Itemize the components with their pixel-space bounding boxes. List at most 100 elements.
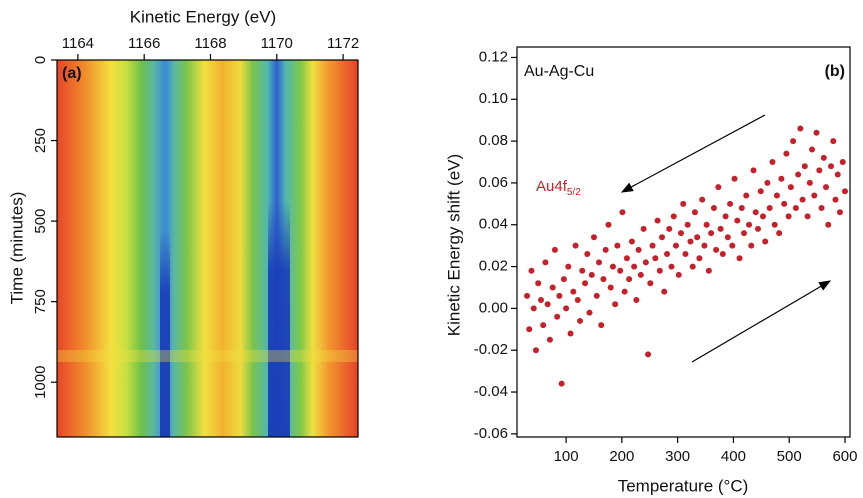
point [605,221,612,228]
point [773,192,780,199]
point [830,138,837,145]
y-tick-label: 0.00 [479,299,508,316]
series-label-sub: 5/2 [567,187,581,198]
point [696,255,703,262]
point [664,251,671,258]
point [633,297,640,304]
x-tick-label: 1172 [327,35,359,52]
point [795,171,802,178]
panel-label: (a) [62,65,82,82]
x-tick-label: 400 [721,448,746,465]
point [691,209,698,216]
point [734,217,741,224]
point [556,292,563,299]
point [565,263,572,270]
point [675,271,682,278]
point [762,238,769,245]
point [743,192,750,199]
point [792,205,799,212]
y-tick-label: 250 [32,128,49,153]
point [703,221,710,228]
point [778,175,785,182]
point [637,271,644,278]
point [781,200,788,207]
point [828,163,835,170]
point [588,271,595,278]
x-tick-label: 1170 [261,35,293,52]
point [682,251,689,258]
point [710,205,717,212]
point [684,221,691,228]
point [626,276,633,283]
point [717,225,724,232]
point [736,255,743,262]
point [804,213,811,220]
point [713,246,720,253]
point [670,213,677,220]
point [542,259,549,266]
point [554,313,561,320]
y-axis-title: Kinetic Energy shift (eV) [444,154,463,336]
x-tick-label: 1164 [62,35,94,52]
point [631,263,638,270]
y-tick-label: -0.04 [474,383,508,400]
point [672,242,679,249]
point [619,209,626,216]
point [582,280,589,287]
point [834,171,841,178]
y-tick-label: 500 [32,209,49,234]
point [551,246,558,253]
point [563,305,570,312]
y-tick-label: -0.06 [474,425,508,442]
point [738,205,745,212]
point [748,242,755,249]
point [825,221,832,228]
point [612,301,619,308]
panel-label: (b) [825,63,845,80]
point [687,238,694,245]
y-tick-label: 0.02 [479,258,508,275]
point [787,184,794,191]
heatmap-frame [56,59,359,438]
point [659,234,666,241]
y-tick-label: 0.10 [479,90,508,107]
point [811,192,818,199]
point [677,230,684,237]
x-axis-title: Kinetic Energy (eV) [130,7,276,26]
y-tick-label: 0 [32,56,49,64]
point [528,267,535,274]
y-tick-label: -0.02 [474,341,508,358]
point [680,200,687,207]
x-tick-label: 300 [665,448,690,465]
point [771,221,778,228]
point [694,234,701,241]
point [607,284,614,291]
point [532,347,539,354]
point [699,196,706,203]
point [832,196,839,203]
point [593,292,600,299]
point [785,213,792,220]
point [689,263,696,270]
point [701,242,708,249]
point [754,225,761,232]
point [797,125,804,132]
point [813,129,820,136]
point [750,167,757,174]
y-tick-label: 0.08 [479,132,508,149]
point [722,213,729,220]
arrow [691,280,832,363]
point [746,221,753,228]
point [614,242,621,249]
x-tick-label: 200 [609,448,634,465]
y-tick-label: 0.04 [479,216,508,233]
point [595,259,602,266]
point [715,184,722,191]
point [727,200,734,207]
point [776,230,783,237]
point [621,288,628,295]
point [757,188,764,195]
point [540,322,547,329]
point [577,317,584,324]
heatmap-image [57,60,358,437]
